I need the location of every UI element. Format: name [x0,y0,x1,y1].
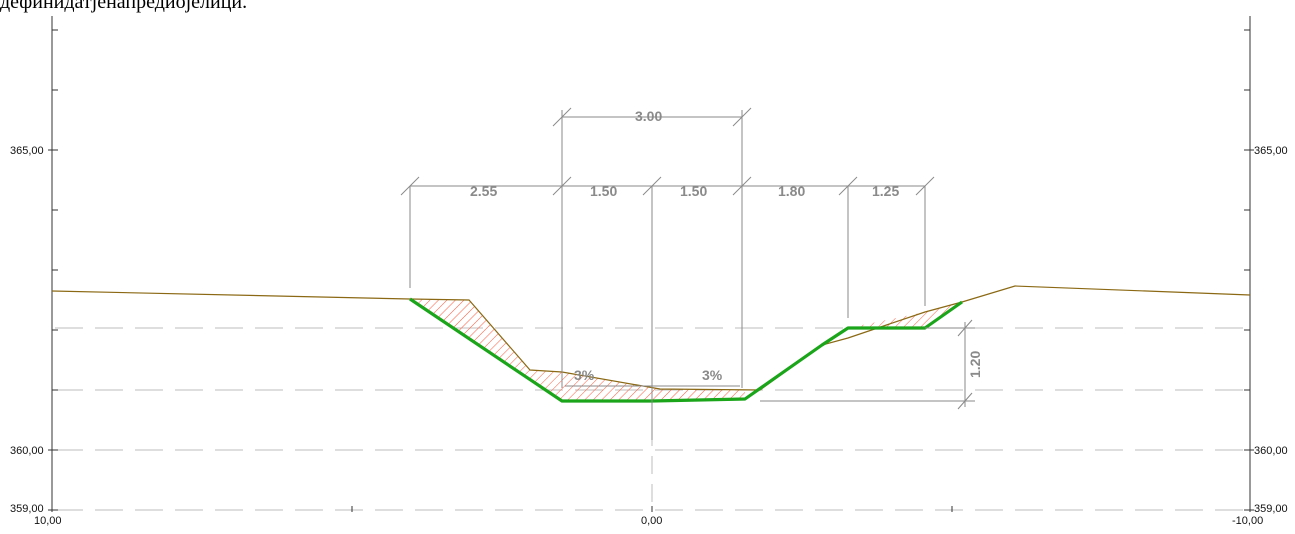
terrain-line [51,285,1251,391]
dimension-top-width: 3.00 [635,108,662,124]
left-label-359: 359,00 [10,503,44,515]
dimension-2-55: 2.55 [470,183,497,199]
bottom-label-right: -10,00 [1232,515,1263,527]
bottom-ticks [51,506,1251,512]
header-text: дефинидатјенапредиојелици. [0,0,248,13]
bottom-label-center: 0,00 [641,515,662,527]
dimension-1-50-left: 1.50 [590,183,617,199]
hatched-fill-left [410,299,745,400]
dimension-1-80: 1.80 [778,183,805,199]
slope-label-right: 3% [702,367,723,383]
dimension-lines [400,107,975,440]
axes [48,16,1254,512]
dimension-1-25: 1.25 [872,183,899,199]
right-label-359: 359,00 [1254,503,1288,515]
slope-label-left: 3% [574,367,595,383]
right-label-360: 360,00 [1254,445,1288,457]
right-label-365: 365,00 [1254,145,1288,157]
left-axis-ticks [48,29,58,511]
right-axis-ticks [1244,29,1254,511]
left-label-360: 360,00 [10,445,44,457]
left-label-365: 365,00 [10,145,44,157]
dimension-1-50-right: 1.50 [680,183,707,199]
design-template-line [409,297,963,403]
bottom-label-left: 10,00 [34,515,62,527]
dimension-vertical-1-20: 1.20 [967,351,983,378]
